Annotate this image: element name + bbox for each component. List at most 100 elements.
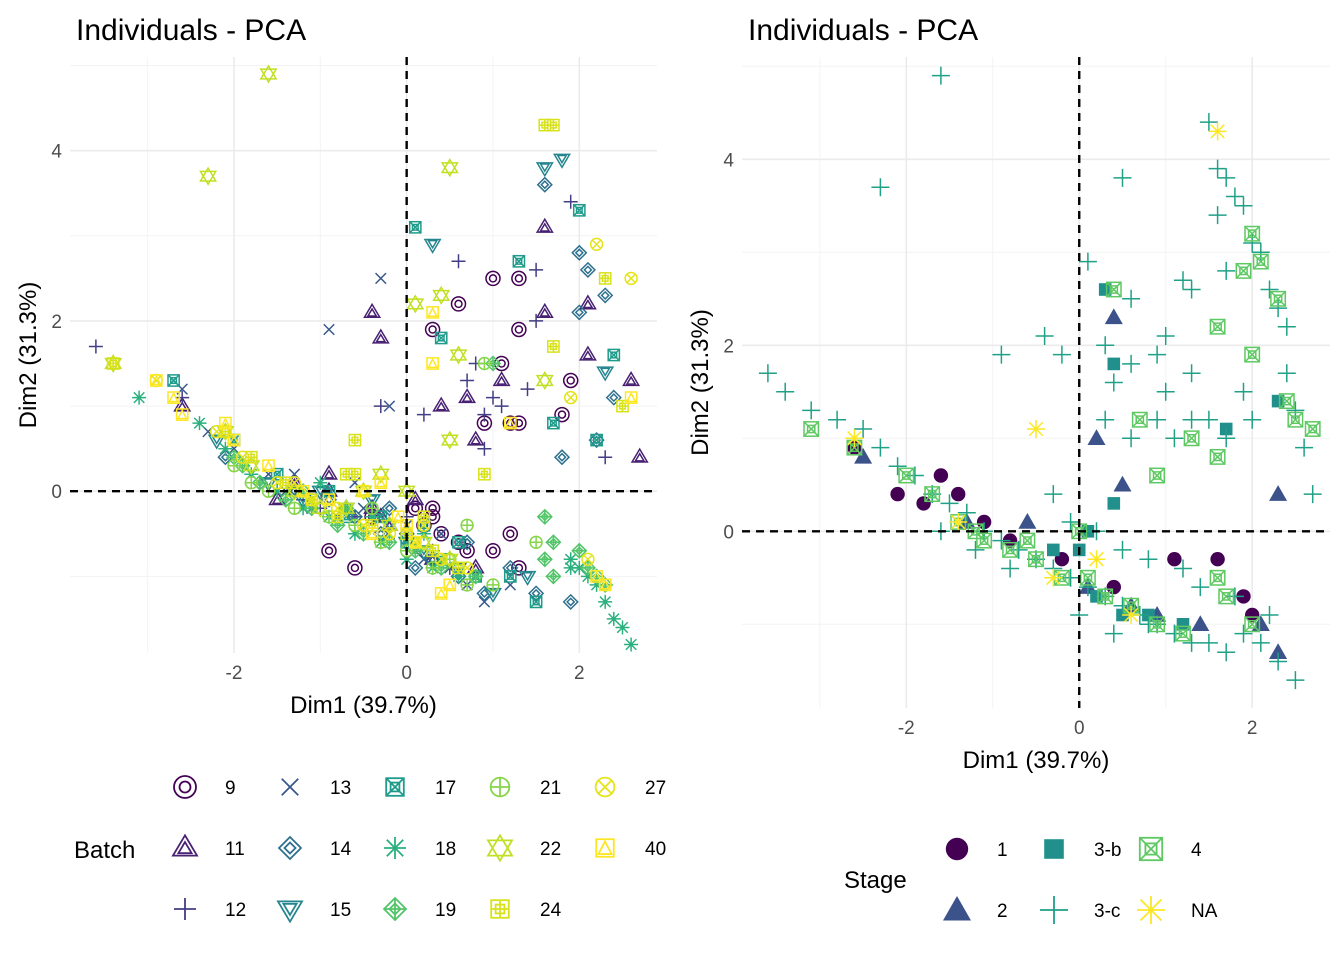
legend-key-NA [1137,896,1165,924]
data-point [365,527,379,541]
series-19 [225,355,614,593]
data-point [1260,606,1279,624]
series-21 [227,356,543,592]
data-point [854,447,873,464]
legend-key-13 [281,778,299,796]
data-point [1303,485,1322,504]
data-point [494,399,509,414]
legend-key-14 [277,835,303,861]
data-point [596,366,615,382]
data-point [167,374,180,387]
data-point [871,438,890,457]
data-point [1027,420,1045,438]
data-point [363,302,382,318]
data-point [1113,475,1132,492]
data-point [1182,280,1201,299]
legend-label: 22 [540,839,561,860]
data-point [414,532,433,552]
x-tick-label: 2 [1247,718,1258,739]
legend-label: 19 [435,900,456,921]
data-point [563,194,578,209]
data-point [630,447,649,463]
data-point [1052,345,1071,364]
data-point [578,345,597,361]
legend-key-18 [384,837,406,859]
data-point [547,340,560,353]
data-point [1245,607,1260,623]
data-point [615,620,630,635]
data-point [1105,281,1122,298]
legend-key-27 [594,776,616,798]
data-point [1174,559,1192,578]
data-point [1078,252,1097,271]
data-point [227,433,241,447]
data-point [1235,262,1252,279]
data-point [512,254,526,268]
legend-label: 18 [435,839,456,860]
data-point [106,357,120,370]
data-point [554,406,570,423]
data-point [976,532,993,549]
data-point [478,596,491,608]
legend-label: 17 [435,778,456,799]
x-tick-label: -2 [226,663,243,684]
data-point [503,416,517,430]
legend-key-24 [490,899,510,919]
data-point [424,321,441,338]
data-point [1304,421,1321,437]
data-point [175,390,190,405]
data-point [518,570,537,586]
data-point [1096,336,1115,355]
data-point [460,578,474,592]
x-tick-label: 2 [574,663,585,684]
data-point [1139,550,1158,569]
data-point [235,450,250,464]
data-point [1271,394,1285,408]
data-point [1217,643,1236,662]
series-2 [854,308,1288,659]
data-point [589,237,604,252]
data-point [1277,364,1296,383]
data-point [374,535,388,549]
data-point [581,552,595,566]
data-point [1176,618,1190,631]
data-point [553,449,571,466]
data-point [348,518,362,532]
series-18 [132,390,639,652]
legend-label: 27 [645,778,666,799]
y-axis-title: Dim2 (31.3%) [15,282,42,429]
data-point [1251,633,1270,652]
data-point [1009,540,1028,559]
data-point [244,476,259,490]
x-tick-label: 0 [1074,718,1085,739]
data-point [432,285,451,305]
data-point [443,578,457,592]
panel-2: -2 0 2 0 2 4 Individuals - PCA Dim1 (39.7%) Dim2… [687,14,1330,924]
data-point [1210,552,1225,567]
series-9 [321,270,579,576]
data-point [1175,625,1191,642]
data-point [88,339,103,354]
data-point [1217,429,1236,448]
data-point [1122,606,1141,624]
legend-label: 14 [330,839,352,860]
series-24 [106,118,629,575]
data-point [365,509,380,524]
data-point [1191,615,1210,632]
data-point [219,416,232,430]
x-axis-title: Dim1 (39.7%) [963,747,1110,774]
legend-label: 4 [1191,840,1202,861]
data-point [1139,615,1158,634]
data-point [579,559,596,576]
data-point [1286,671,1305,690]
data-point [1047,543,1060,557]
legend-key-15 [276,900,304,924]
data-point [477,441,492,456]
data-point [408,535,422,549]
data-point [1044,568,1063,587]
data-point [511,270,527,287]
data-point [1167,552,1182,567]
data-point [434,552,448,566]
data-point [408,220,422,234]
